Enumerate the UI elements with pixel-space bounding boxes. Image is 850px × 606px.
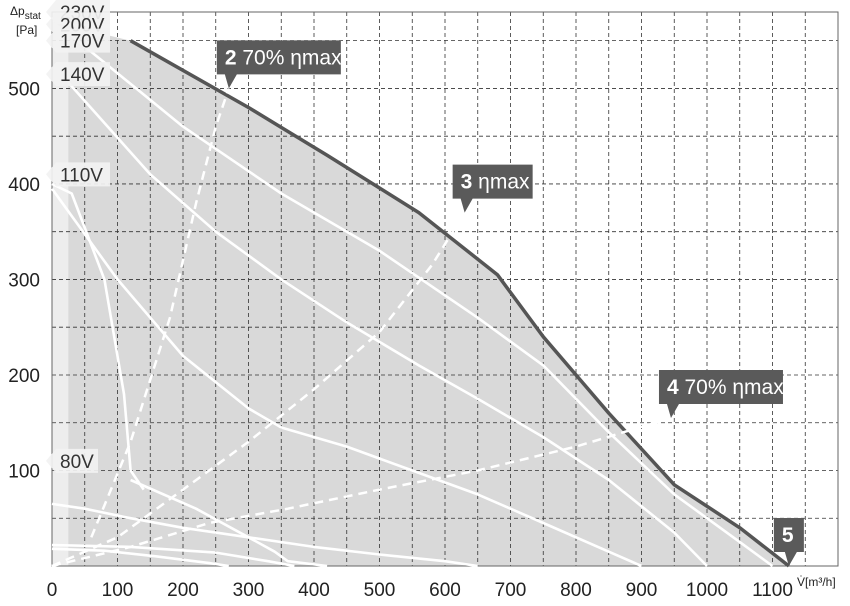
efficiency-lines bbox=[51, 87, 672, 568]
y-tick-label: 300 bbox=[8, 270, 40, 291]
plot-border bbox=[51, 11, 839, 567]
voltage-label-tag bbox=[46, 448, 98, 473]
voltage-labels: 230V200V170V140V110V80V bbox=[46, 0, 110, 473]
curve-140V bbox=[64, 78, 708, 567]
operating-points: 2 70% ηmax 3 ηmax 4 70% ηmax 5 bbox=[216, 40, 804, 566]
curve-x-4 bbox=[51, 182, 145, 491]
curve-x-5 bbox=[130, 478, 328, 568]
operating-point-label: 5 bbox=[782, 524, 794, 547]
operating-point-label: 3 ηmax bbox=[461, 171, 530, 194]
x-tick-label: 600 bbox=[429, 580, 461, 601]
operating-point-label: 2 70% ηmax bbox=[225, 46, 342, 69]
x-tick-label: 300 bbox=[233, 580, 265, 601]
envelope-light-band bbox=[52, 21, 69, 567]
x-tick-label: 200 bbox=[167, 580, 199, 601]
x-tick-label: 700 bbox=[495, 580, 527, 601]
operating-point-marker bbox=[658, 369, 783, 418]
curve-230V bbox=[129, 39, 790, 568]
operating-point-3: 3 ηmax bbox=[452, 164, 533, 213]
voltage-label-tag bbox=[46, 28, 110, 53]
x-tick-label: 500 bbox=[364, 580, 396, 601]
y-tick-label: 200 bbox=[8, 366, 40, 387]
x-tick-label: 1000 bbox=[686, 580, 728, 601]
efficiency-line-3 bbox=[51, 416, 672, 568]
x-tick-label: 400 bbox=[298, 580, 330, 601]
voltage-curves bbox=[50, 34, 790, 568]
curve-inner-1 bbox=[51, 543, 295, 568]
voltage-label-tag bbox=[46, 162, 110, 187]
x-axis-label: V̇[m³/h] bbox=[797, 575, 836, 589]
x-tick-label: 1100 bbox=[752, 580, 793, 601]
y-axis-unit: [Pa] bbox=[16, 23, 37, 37]
efficiency-line-2 bbox=[51, 211, 466, 568]
operating-point-2: 2 70% ηmax bbox=[216, 40, 342, 89]
curve-170V bbox=[70, 34, 774, 568]
operating-point-label: 4 70% ηmax bbox=[667, 376, 784, 399]
voltage-label-text: 140V bbox=[60, 65, 105, 86]
x-tick-label: 900 bbox=[626, 580, 658, 601]
operating-point-4: 4 70% ηmax bbox=[658, 369, 784, 418]
x-tick-label: 800 bbox=[560, 580, 592, 601]
operating-point-marker bbox=[216, 40, 341, 89]
operating-point-5: 5 bbox=[773, 518, 804, 566]
operating-point-marker bbox=[773, 518, 804, 566]
voltage-label-80V: 80V bbox=[46, 448, 98, 473]
efficiency-line-1 bbox=[90, 87, 230, 538]
y-tick-label: 400 bbox=[8, 175, 40, 196]
voltage-label-170V: 170V bbox=[46, 28, 110, 53]
x-tick-label: 0 bbox=[47, 580, 58, 601]
axes: Δpstat [Pa] V̇[m³/h] 0 100 200 300 400 500 600… bbox=[8, 4, 835, 601]
voltage-label-text: 110V bbox=[60, 165, 103, 186]
y-tick-label: 500 bbox=[8, 79, 40, 100]
y-axis-label: Δpstat bbox=[10, 4, 41, 22]
voltage-label-140V: 140V bbox=[46, 62, 110, 87]
curve-110V bbox=[50, 187, 643, 568]
voltage-label-tag bbox=[46, 62, 110, 87]
voltage-label-text: 170V bbox=[60, 32, 105, 53]
voltage-label-110V: 110V bbox=[46, 162, 110, 187]
x-tick-label: 100 bbox=[102, 580, 134, 601]
voltage-label-text: 80V bbox=[60, 452, 94, 473]
y-tick-label: 100 bbox=[8, 461, 40, 482]
operating-point-marker bbox=[452, 164, 533, 213]
